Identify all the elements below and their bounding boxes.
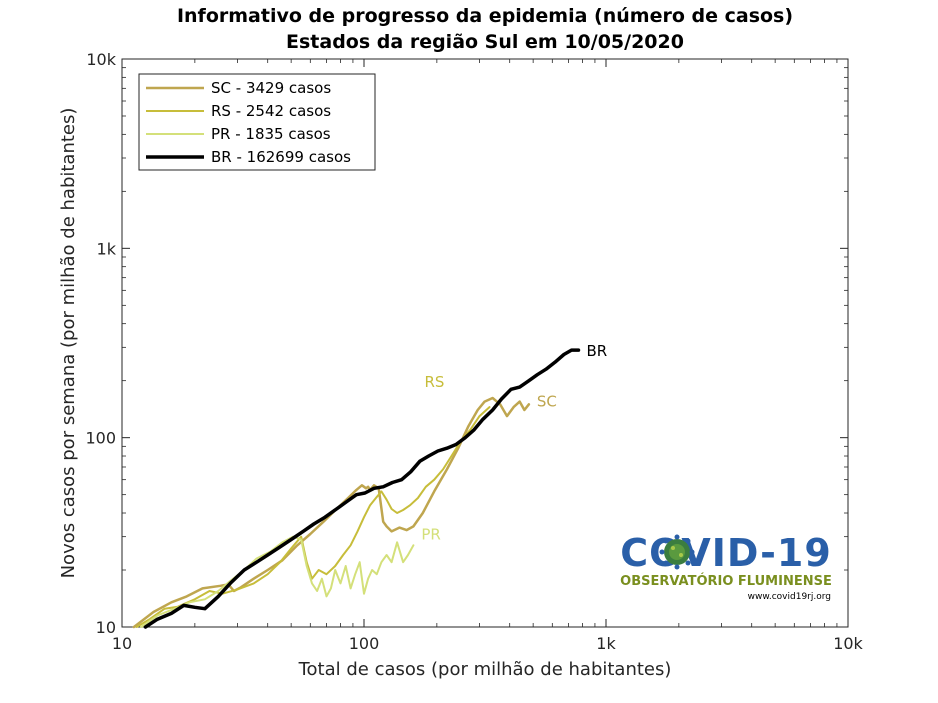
legend-box	[138, 73, 376, 171]
axes: 10 100 1k 10k 10 100 1k 10k	[85, 50, 863, 653]
legend-entry: SC - 3429 casos	[211, 79, 331, 97]
series-end-label-rs: RS	[424, 373, 444, 391]
logo-subtitle: OBSERVATÓRIO FLUMINENSE	[620, 573, 832, 589]
x-tick-label: 1k	[596, 634, 616, 653]
x-axis-label: Total de casos (por milhão de habitantes…	[298, 659, 672, 680]
x-tick-label: 10k	[833, 634, 863, 653]
chart-title: Informativo de progresso da epidemia (nú…	[177, 5, 793, 27]
series-lines	[132, 348, 581, 629]
series-end-label-pr: PR	[421, 525, 440, 543]
chart-subtitle: Estados da região Sul em 10/05/2020	[286, 31, 684, 53]
legend: SC - 3429 casos RS - 2542 casos PR - 1835 …	[138, 73, 376, 171]
x-tick-label: 10	[112, 634, 132, 653]
virus-icon	[659, 534, 695, 570]
series-end-label-sc: SC	[537, 392, 557, 410]
x-tick-label: 100	[349, 634, 380, 653]
y-axis-label: Novos casos por semana (por milhão de ha…	[58, 108, 79, 579]
series-line-rs	[135, 406, 491, 628]
legend-entry: BR - 162699 casos	[211, 148, 351, 166]
legend-entry: PR - 1835 casos	[211, 125, 331, 143]
series-end-label-br: BR	[587, 342, 608, 360]
logo: COVID-19 OBSERVATÓRIO FLUMINENSE www.cov…	[620, 531, 832, 602]
legend-entry: RS - 2542 casos	[211, 102, 331, 120]
y-tick-label: 1k	[97, 239, 117, 258]
series-line-pr	[140, 535, 415, 628]
logo-url: www.covid19rj.org	[748, 592, 831, 602]
y-tick-label: 10k	[86, 50, 116, 69]
series-end-labels: SC RS PR BR	[421, 342, 607, 543]
series-line-br	[143, 348, 581, 629]
y-tick-label: 100	[85, 429, 116, 448]
y-tick-label: 10	[96, 618, 116, 637]
logo-text: COVID-19	[620, 531, 832, 575]
axes-box	[121, 58, 849, 628]
